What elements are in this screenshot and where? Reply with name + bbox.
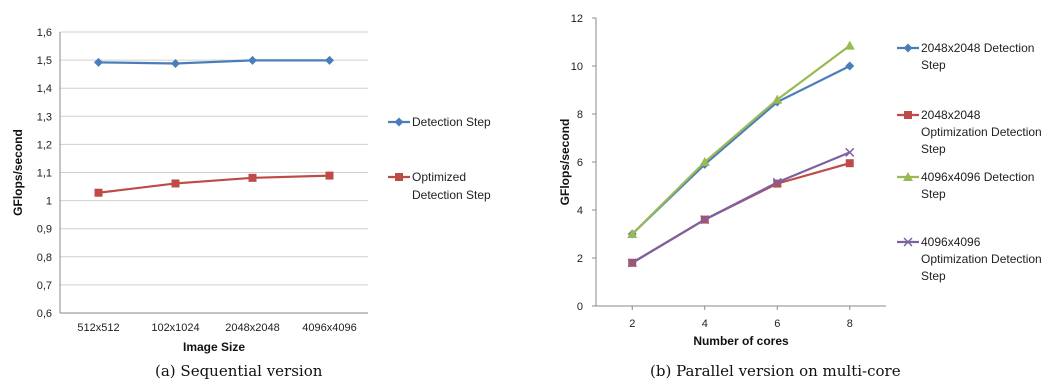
c0-x-tick-label: 2048x2048 (225, 322, 279, 334)
c1-legend-label: Step (921, 269, 946, 283)
c0-series-0-point (171, 58, 180, 68)
c1-series-3-point-stroke-2 (700, 215, 710, 225)
caption-sequential: (a) Sequential version (155, 362, 323, 380)
c0-legend-label: Detection Step (412, 115, 491, 129)
c1-x-ticks: 2 4 6 8 (629, 306, 853, 330)
c1-series-1 (628, 159, 854, 267)
c0-legend-entry-1: Optimized Detection Step (388, 170, 491, 202)
c1-series-3-point-stroke-2 (772, 177, 782, 187)
c0-x-tick-label: 102x1024 (151, 322, 199, 334)
c1-series-3-point (845, 147, 855, 157)
c1-series-2-line (631, 44, 851, 235)
c0-legend-marker (394, 117, 404, 127)
c1-x-axis-label: Number of cores (693, 334, 789, 348)
c0-x-axis-label: Image Size (183, 340, 245, 354)
c0-x-tick-label: 512x512 (77, 322, 119, 334)
c1-series-3-point (627, 258, 637, 268)
c1-y-ticks: 0 2 4 6 8 10 12 (571, 13, 596, 313)
c1-legend-label: 4096x4096 Detection (921, 170, 1034, 184)
c0-series-0-point (325, 55, 334, 65)
c1-legend-label: Step (921, 187, 946, 201)
c0-y-tick-label: 1 (46, 196, 52, 208)
c1-legend-label: Optimization Detection (921, 252, 1042, 266)
c1-series-3-point (772, 177, 782, 187)
c1-legend-entry-1: 2048x2048 Optimization Detection Step (897, 108, 1042, 156)
c0-y-tick-label: 1,2 (37, 139, 52, 151)
c0-y-tick-label: 0,6 (37, 308, 52, 320)
c1-legend-entry-0: 2048x2048 Detection Step (897, 41, 1034, 72)
c1-series-2 (627, 40, 855, 238)
c0-x-tick-label: 4096x4096 (302, 322, 356, 334)
c0-series-1 (94, 171, 334, 197)
c1-y-tick-label: 10 (571, 61, 583, 73)
c1-series-2-point (699, 157, 710, 166)
c1-legend-marker (904, 111, 912, 119)
c1-series-1-point (845, 159, 854, 168)
c1-series-2-point (844, 40, 855, 50)
c1-y-tick-label: 4 (577, 205, 583, 217)
c0-legend-label: Optimized (412, 170, 466, 184)
c1-legend-marker (903, 172, 913, 181)
c0-series-0-line (98, 59, 330, 65)
c1-legend-marker (903, 237, 913, 247)
c0-y-tick-label: 0,7 (37, 280, 52, 292)
c1-legend-label: Step (921, 58, 946, 72)
c0-y-tick-label: 1,5 (37, 55, 52, 67)
c1-y-tick-label: 12 (571, 13, 583, 25)
c0-y-tick-label: 0,9 (37, 224, 52, 236)
c1-series-0 (627, 61, 855, 239)
c0-y-axis-label: GFlops/second (11, 129, 25, 216)
c0-y-tick-label: 1,3 (37, 111, 52, 123)
caption-parallel: (b) Parallel version on multi-core (650, 362, 901, 380)
c0-series-1-point (94, 188, 103, 197)
c1-legend-label: Optimization Detection (921, 125, 1042, 139)
c0-y-tick-label: 1,6 (37, 27, 52, 39)
c0-y-tick-label: 1,4 (37, 83, 52, 95)
c1-x-tick-label: 2 (629, 318, 635, 330)
c1-legend-marker-stroke-2 (903, 237, 913, 247)
chart-parallel: 0 2 4 6 8 10 12 2 4 6 8 Number of cores GFlops/secon… (558, 13, 1042, 348)
c1-series-3-point-stroke-2 (845, 147, 855, 157)
c1-series-1-line (631, 162, 851, 264)
c1-series-0-line (631, 65, 851, 235)
c1-legend-label: 2048x2048 Detection (921, 41, 1034, 55)
c1-y-tick-label: 8 (577, 109, 583, 121)
c0-series-1-line (98, 174, 330, 194)
c1-legend-entry-3: 4096x4096 Optimization Detection Step (897, 235, 1042, 283)
c1-series-2-point (627, 229, 638, 238)
c0-series-1-point (325, 171, 334, 180)
c1-y-axis-label: GFlops/second (558, 119, 572, 206)
c1-y-tick-label: 6 (577, 157, 583, 169)
c0-x-ticks: 512x512 102x1024 2048x2048 4096x4096 (77, 322, 356, 334)
c1-legend-entry-2: 4096x4096 Detection Step (897, 170, 1034, 201)
c0-y-tick-label: 1,1 (37, 168, 52, 180)
c0-series-0-point (94, 57, 103, 67)
c1-y-tick-label: 2 (577, 253, 583, 265)
c1-series-3-point-stroke-2 (627, 258, 637, 268)
c1-y-tick-label: 0 (577, 301, 583, 313)
c0-y-tick-label: 0,8 (37, 252, 52, 264)
c0-legend-entry-0: Detection Step (388, 115, 491, 129)
c0-series-0 (94, 55, 334, 68)
c0-y-ticks: 0,6 0,7 0,8 0,9 1 1,1 1,2 1,3 1,4 1,5 1,6 (37, 27, 368, 320)
c0-legend-label: Detection Step (412, 188, 491, 202)
c0-series-1-point (248, 173, 257, 182)
c0-series-1-point (171, 179, 180, 188)
c1-series-3-line (631, 151, 851, 264)
c1-series-3 (627, 147, 855, 268)
chart-sequential: 0,6 0,7 0,8 0,9 1 1,1 1,2 1,3 1,4 1,5 1,6 512x512 10… (11, 27, 491, 354)
c1-x-tick-label: 6 (774, 318, 780, 330)
c1-legend-marker (903, 43, 913, 53)
c1-series-3-point (700, 215, 710, 225)
c1-series-0-point (845, 61, 855, 71)
c1-series-2-point (772, 94, 783, 104)
c1-legend-label: Step (921, 142, 946, 156)
c0-series-0-point (248, 55, 257, 65)
c1-x-tick-label: 8 (847, 318, 853, 330)
c0-legend-marker (395, 173, 403, 181)
c1-legend-label: 2048x2048 (921, 108, 981, 122)
c1-x-tick-label: 4 (702, 318, 708, 330)
c1-legend-label: 4096x4096 (921, 235, 981, 249)
